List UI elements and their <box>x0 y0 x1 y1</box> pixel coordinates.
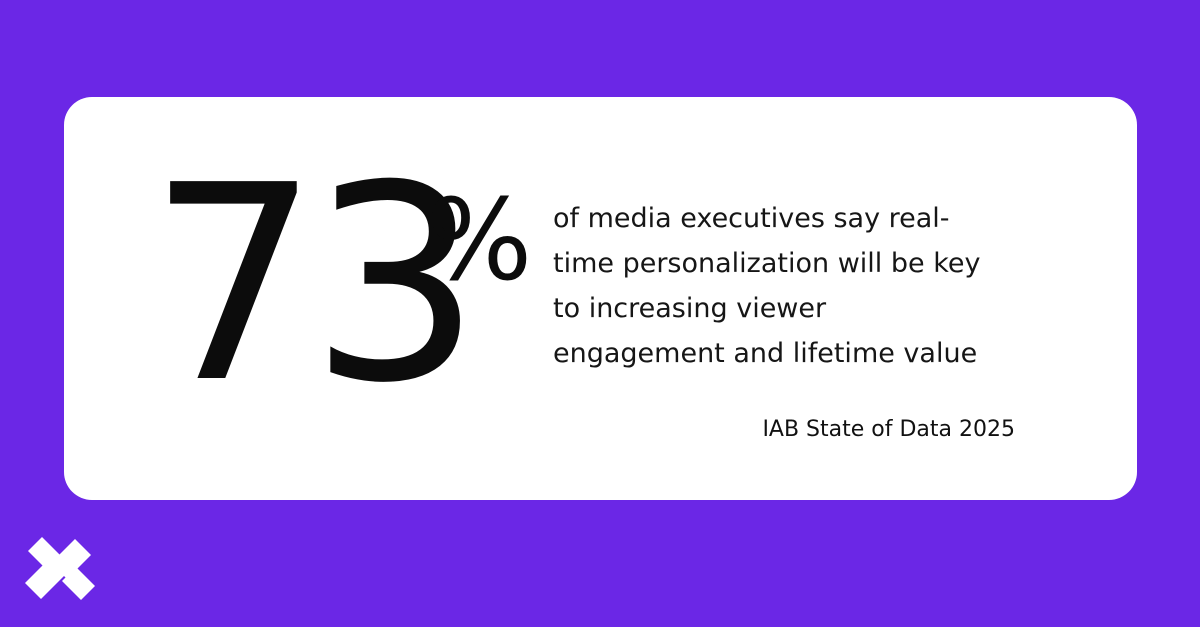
stat-number: 73 <box>148 127 482 442</box>
stat-description: of media executives say real- time perso… <box>553 196 1033 376</box>
source-citation: IAB State of Data 2025 <box>762 417 1015 442</box>
stat-description-line: of media executives say real- <box>553 203 950 234</box>
stat-percent-sign: % <box>426 176 533 306</box>
stat-description-line: engagement and lifetime value <box>553 338 978 369</box>
stat-card <box>64 97 1137 500</box>
stat-description-line: to increasing viewer <box>553 293 827 324</box>
x-logo-icon <box>25 537 95 600</box>
stat-description-line: time personalization will be key <box>553 248 981 279</box>
